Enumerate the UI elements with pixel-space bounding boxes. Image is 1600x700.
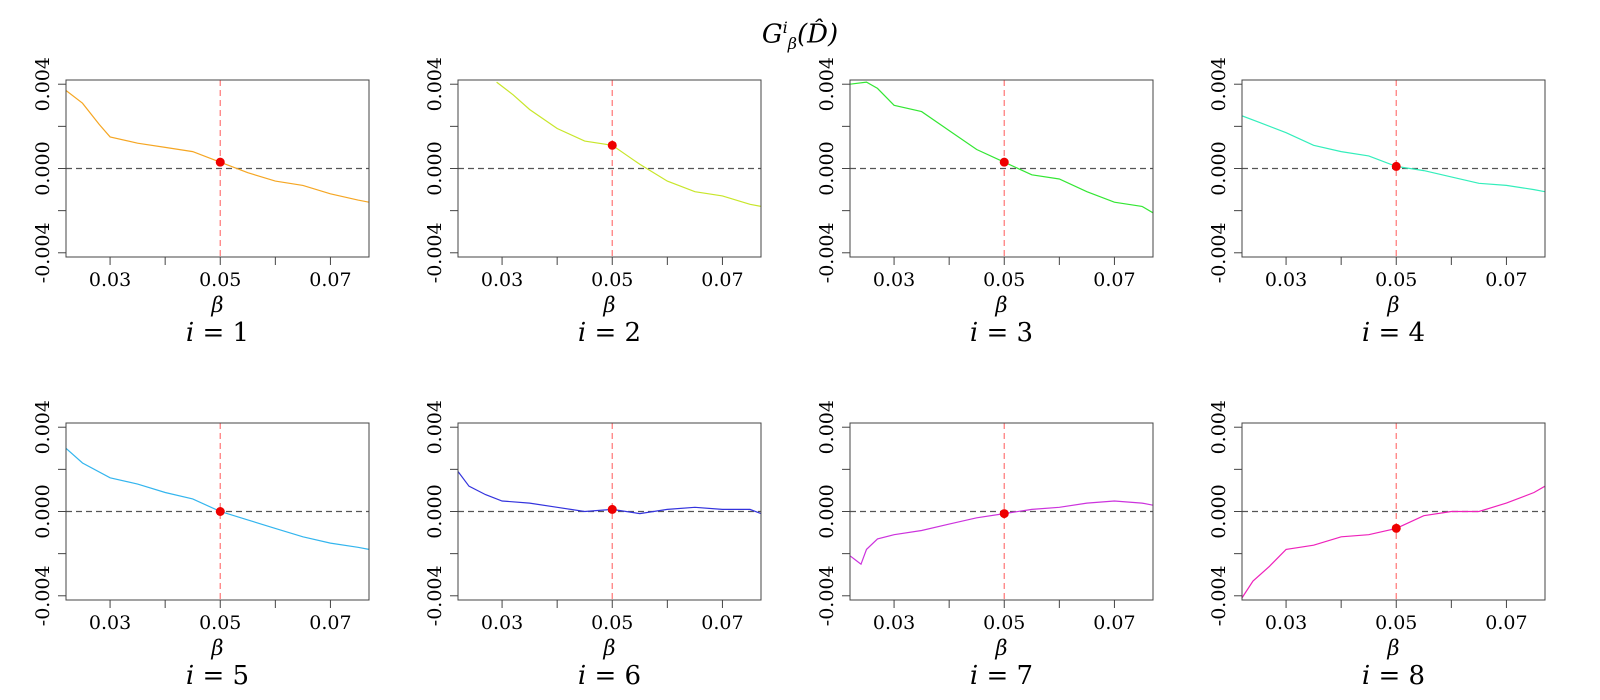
x-axis-label: β — [994, 293, 1007, 317]
highlight-point — [1391, 161, 1401, 171]
y-tick-label: 0.004 — [816, 57, 838, 111]
panel-4: 0.03 0.05 0.07 -0.004 0.000 0.004 βi = 4 — [1208, 57, 1546, 348]
y-tick-label: -0.004 — [816, 565, 838, 626]
y-tick-label: 0.004 — [1208, 57, 1230, 111]
series-line — [1242, 485, 1545, 599]
highlight-point — [607, 140, 617, 150]
x-tick-label: 0.03 — [481, 269, 523, 291]
x-tick-label: 0.07 — [701, 612, 743, 634]
x-axis-label: β — [602, 636, 615, 660]
x-tick-label: 0.07 — [309, 269, 351, 291]
x-tick-label: 0.05 — [1375, 269, 1417, 291]
y-tick-label: -0.004 — [1208, 222, 1230, 283]
title-sup: i — [782, 18, 788, 37]
y-tick-label: -0.004 — [816, 222, 838, 283]
y-tick-label: 0.004 — [32, 400, 54, 454]
x-tick-label: 0.03 — [873, 269, 915, 291]
panel-caption: i = 6 — [578, 661, 641, 691]
y-tick-label: -0.004 — [424, 222, 446, 283]
y-tick-label: 0.004 — [32, 57, 54, 111]
x-tick-label: 0.03 — [481, 612, 523, 634]
x-tick-label: 0.07 — [309, 612, 351, 634]
panel-8: 0.03 0.05 0.07 -0.004 0.000 0.004 βi = 8 — [1208, 400, 1546, 691]
panel-caption: i = 7 — [970, 661, 1033, 691]
panel-1: 0.03 0.05 0.07 -0.004 0.000 0.004 βi = 1 — [32, 57, 370, 348]
y-tick-label: 0.000 — [424, 484, 446, 538]
title-base: G — [761, 19, 783, 50]
series-line — [1242, 115, 1545, 193]
x-tick-label: 0.07 — [1093, 269, 1135, 291]
y-tick-label: -0.004 — [424, 565, 446, 626]
panel-caption: i = 4 — [1362, 318, 1425, 348]
x-tick-label: 0.03 — [1265, 612, 1307, 634]
y-tick-label: 0.000 — [816, 484, 838, 538]
panel-5: 0.03 0.05 0.07 -0.004 0.000 0.004 βi = 5 — [32, 400, 370, 691]
series-line — [850, 500, 1153, 566]
y-tick-label: -0.004 — [32, 565, 54, 626]
x-tick-label: 0.03 — [1265, 269, 1307, 291]
title-sub: β — [787, 33, 797, 53]
highlight-point — [607, 504, 617, 514]
x-tick-label: 0.03 — [873, 612, 915, 634]
series-line — [496, 81, 761, 207]
x-tick-label: 0.03 — [89, 269, 131, 291]
series-line — [850, 81, 1153, 214]
y-tick-label: 0.000 — [1208, 141, 1230, 195]
y-tick-label: 0.000 — [1208, 484, 1230, 538]
y-tick-label: 0.000 — [32, 141, 54, 195]
title-arg: (D̂) — [797, 19, 839, 50]
highlight-point — [999, 157, 1009, 167]
x-axis-label: β — [1386, 293, 1399, 317]
x-axis-label: β — [994, 636, 1007, 660]
x-axis-label: β — [210, 636, 223, 660]
x-tick-label: 0.07 — [701, 269, 743, 291]
series-line — [66, 447, 369, 550]
panel-caption: i = 3 — [970, 318, 1033, 348]
y-tick-label: -0.004 — [32, 222, 54, 283]
x-tick-label: 0.05 — [591, 612, 633, 634]
x-axis-label: β — [602, 293, 615, 317]
y-tick-label: 0.004 — [1208, 400, 1230, 454]
x-tick-label: 0.07 — [1485, 612, 1527, 634]
highlight-point — [215, 157, 225, 167]
y-tick-label: 0.004 — [424, 400, 446, 454]
y-tick-label: 0.000 — [32, 484, 54, 538]
y-tick-label: 0.004 — [424, 57, 446, 111]
highlight-point — [999, 509, 1009, 519]
x-tick-label: 0.05 — [983, 612, 1025, 634]
x-tick-label: 0.05 — [199, 612, 241, 634]
panel-2: 0.03 0.05 0.07 -0.004 0.000 0.004 βi = 2 — [424, 57, 762, 348]
highlight-point — [1391, 523, 1401, 533]
highlight-point — [215, 507, 225, 516]
y-tick-label: 0.000 — [424, 141, 446, 195]
panel-7: 0.03 0.05 0.07 -0.004 0.000 0.004 βi = 7 — [816, 400, 1154, 691]
y-tick-label: 0.004 — [816, 400, 838, 454]
x-axis-label: β — [1386, 636, 1399, 660]
y-tick-label: -0.004 — [1208, 565, 1230, 626]
x-tick-label: 0.05 — [199, 269, 241, 291]
series-line — [458, 471, 761, 515]
x-tick-label: 0.05 — [591, 269, 633, 291]
x-tick-label: 0.03 — [89, 612, 131, 634]
y-tick-label: 0.000 — [816, 141, 838, 195]
figure-title: Giβ(D̂) — [730, 18, 870, 53]
panel-6: 0.03 0.05 0.07 -0.004 0.000 0.004 βi = 6 — [424, 400, 762, 691]
panel-3: 0.03 0.05 0.07 -0.004 0.000 0.004 βi = 3 — [816, 57, 1154, 348]
x-tick-label: 0.05 — [1375, 612, 1417, 634]
x-axis-label: β — [210, 293, 223, 317]
panel-caption: i = 2 — [578, 318, 641, 348]
panel-caption: i = 1 — [186, 318, 249, 348]
x-tick-label: 0.05 — [983, 269, 1025, 291]
panel-caption: i = 8 — [1362, 661, 1425, 691]
x-tick-label: 0.07 — [1093, 612, 1135, 634]
panel-caption: i = 5 — [186, 661, 249, 691]
series-line — [66, 90, 369, 203]
x-tick-label: 0.07 — [1485, 269, 1527, 291]
